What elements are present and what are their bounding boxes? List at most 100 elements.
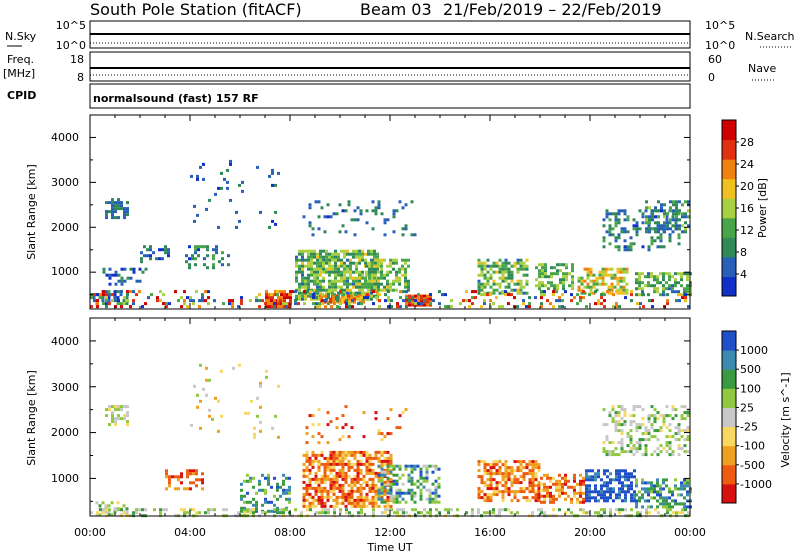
velocity-cell: [341, 456, 345, 460]
velocity-cell: [483, 472, 487, 476]
power-cell: [392, 258, 395, 262]
power-cell: [684, 230, 687, 234]
power-cell: [510, 288, 514, 292]
velocity-cell: [180, 472, 183, 476]
velocity-cell: [579, 488, 582, 492]
power-cell: [602, 245, 606, 249]
power-cell: [367, 252, 370, 256]
power-cell: [349, 288, 352, 292]
power-cell: [684, 215, 687, 219]
velocity-cell: [638, 438, 642, 442]
velocity-cell: [305, 456, 309, 460]
power-cell: [135, 279, 139, 283]
velocity-cell: [653, 496, 656, 500]
power-cell: [675, 203, 678, 207]
velocity-cell: [326, 474, 330, 478]
power-cell: [519, 285, 523, 289]
power-echo-region: [365, 258, 410, 292]
velocity-cell: [650, 505, 653, 509]
velocity-cell: [528, 481, 532, 485]
power-cell: [617, 209, 621, 213]
velocity-cell: [305, 492, 309, 496]
power-cell: [477, 273, 481, 277]
power-colorbar-swatch: [722, 198, 736, 219]
velocity-colorbar-tick-label: 1000: [740, 344, 768, 357]
power-cell: [268, 293, 271, 297]
power-cell: [371, 270, 374, 274]
velocity-cell: [180, 508, 183, 512]
power-cell: [334, 255, 337, 259]
power-cell: [308, 221, 312, 225]
velocity-cell: [623, 414, 627, 418]
power-cell: [586, 276, 590, 280]
velocity-cell: [111, 405, 114, 409]
velocity-cell: [329, 495, 333, 499]
power-cell: [307, 273, 310, 277]
velocity-cell: [317, 408, 321, 412]
power-cell: [141, 270, 145, 274]
power-cell: [504, 261, 508, 265]
velocity-cell: [126, 423, 129, 427]
velocity-cell: [495, 484, 499, 488]
velocity-cell: [305, 489, 309, 493]
velocity-cell: [305, 468, 309, 472]
velocity-cell: [353, 477, 357, 481]
velocity-cell: [492, 493, 496, 497]
velocity-cell: [365, 504, 369, 508]
velocity-cell: [674, 499, 677, 503]
power-cell: [684, 296, 687, 300]
power-cell: [301, 261, 304, 265]
velocity-cell: [564, 479, 567, 483]
power-cell: [580, 276, 584, 280]
power-cell: [365, 221, 369, 225]
power-cell: [666, 293, 669, 297]
power-cell: [231, 299, 234, 303]
velocity-cell: [186, 487, 189, 491]
power-cell: [197, 248, 200, 252]
velocity-cell: [558, 485, 561, 489]
power-cell: [641, 272, 644, 276]
velocity-cell: [537, 466, 541, 470]
power-cell: [358, 291, 361, 295]
power-cell: [301, 249, 304, 253]
power-cell: [672, 212, 675, 216]
power-cell: [113, 299, 117, 303]
power-cell: [161, 248, 164, 252]
power-cell: [635, 293, 638, 297]
power-cell: [377, 261, 380, 265]
velocity-cell: [546, 485, 549, 489]
power-cell: [477, 261, 481, 265]
velocity-cell: [513, 475, 517, 479]
velocity-cell: [653, 414, 657, 418]
power-cell: [322, 264, 325, 268]
velocity-cell: [564, 497, 567, 501]
velocity-cell: [665, 450, 669, 454]
power-cell: [669, 209, 672, 213]
power-cell: [519, 288, 523, 292]
power-cell: [612, 293, 615, 297]
velocity-cell: [247, 411, 250, 415]
power-cell: [108, 201, 111, 205]
velocity-cell: [597, 511, 600, 515]
velocity-cell: [353, 468, 357, 472]
power-cell: [507, 285, 511, 289]
power-cell: [582, 290, 585, 294]
velocity-cell: [546, 494, 549, 498]
power-cell: [274, 210, 277, 214]
power-cell: [189, 299, 192, 303]
power-cell: [666, 221, 669, 225]
power-cell: [328, 264, 331, 268]
velocity-cell: [374, 489, 378, 493]
power-cell: [301, 258, 304, 262]
power-cell: [90, 305, 93, 309]
velocity-cell: [579, 482, 582, 486]
power-cell: [601, 276, 605, 280]
velocity-cell: [335, 483, 339, 487]
power-cell: [370, 297, 373, 301]
velocity-cell: [594, 487, 597, 491]
power-cell: [319, 288, 322, 292]
power-cell: [313, 255, 316, 259]
velocity-cell: [323, 468, 327, 472]
power-cell: [359, 209, 363, 213]
velocity-cell: [389, 459, 393, 463]
